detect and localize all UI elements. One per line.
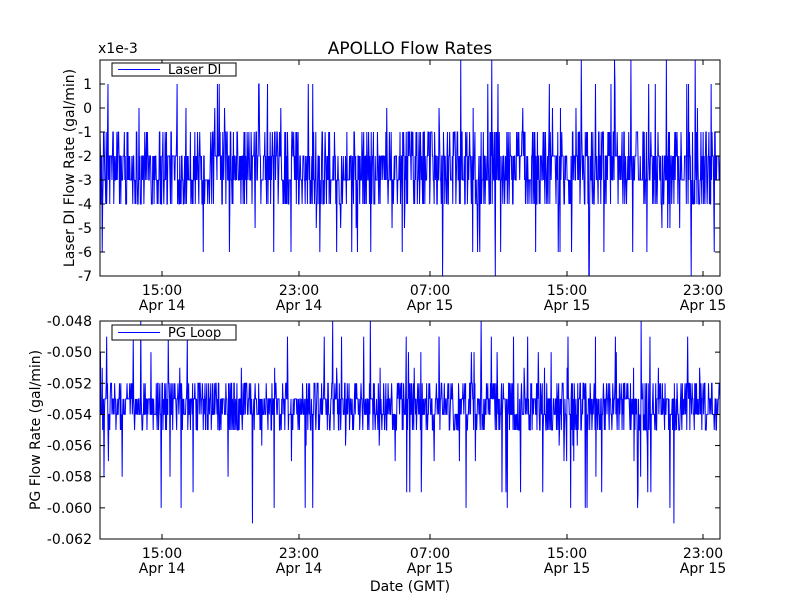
y-tick-label: -1 [78, 125, 92, 141]
x-tick-label-time: 23:00 [279, 283, 319, 299]
laser-di-legend-label: Laser DI [168, 63, 221, 78]
y-tick-label: -7 [78, 269, 92, 285]
y-tick-label: -4 [78, 197, 92, 213]
pg-loop-y-ticks: -0.048 -0.050 -0.052 -0.054 -0.056 -0.058 -0.0… [47, 314, 720, 548]
pg-loop-plot-frame [99, 320, 721, 540]
pg-loop-legend-box [111, 324, 237, 341]
x-tick-label-time: 07:00 [410, 283, 450, 299]
y-tick-label: -0.048 [47, 314, 92, 330]
x-tick-label-time: 15:00 [547, 546, 587, 562]
laser-di-plot-frame [99, 59, 721, 277]
pg-loop-legend-label: PG Loop [168, 326, 221, 341]
pg-loop-series-line [100, 321, 720, 524]
y-tick-label: -0.058 [47, 470, 92, 486]
laser-di-y-multiplier: x1e-3 [98, 41, 138, 57]
y-tick-label: -2 [78, 149, 92, 165]
x-tick-label-date: Apr 15 [680, 298, 726, 314]
y-tick-label: -0.052 [47, 376, 92, 392]
y-tick-label: -0.060 [47, 501, 92, 517]
y-tick-label: -5 [78, 221, 92, 237]
series-path [100, 321, 720, 524]
pg-loop-y-axis-label: PG Flow Rate (gal/min) [28, 350, 44, 510]
laser-di-legend: Laser DI [111, 62, 237, 78]
y-tick-label: 1 [83, 77, 92, 93]
x-axis-label: Date (GMT) [370, 579, 450, 595]
y-tick-label: -0.056 [47, 439, 92, 455]
y-tick-label: 0 [83, 101, 92, 117]
pg-loop-legend: PG Loop [111, 324, 237, 341]
x-tick-label-time: 15:00 [142, 546, 182, 562]
pg-loop-panel: -0.048 -0.050 -0.052 -0.054 -0.056 -0.058 -0.0… [28, 314, 726, 577]
x-tick-label-date: Apr 14 [139, 298, 186, 314]
y-tick-label: -6 [78, 245, 92, 261]
laser-di-series-line [100, 60, 720, 276]
laser-di-y-ticks: 1 0 -1 -2 -3 -4 -5 -6 -7 [78, 77, 720, 285]
x-tick-label-date: Apr 15 [680, 561, 726, 577]
series-path [100, 60, 720, 276]
y-tick-label: -0.062 [47, 532, 92, 548]
y-tick-label: -0.054 [47, 407, 92, 423]
x-tick-label-time: 07:00 [410, 546, 450, 562]
x-tick-label-date: Apr 15 [544, 298, 590, 314]
x-tick-label-date: Apr 15 [544, 561, 590, 577]
x-tick-label-date: Apr 14 [139, 561, 186, 577]
x-tick-label-date: Apr 14 [276, 561, 323, 577]
laser-di-legend-box [111, 62, 237, 77]
x-tick-label-time: 15:00 [547, 283, 587, 299]
x-tick-label-time: 23:00 [683, 283, 723, 299]
x-tick-label-date: Apr 15 [407, 561, 453, 577]
figure-title: APOLLO Flow Rates [328, 39, 493, 59]
y-tick-label: -0.050 [47, 345, 92, 361]
x-tick-label-date: Apr 14 [276, 298, 323, 314]
x-tick-label-time: 23:00 [279, 546, 319, 562]
x-tick-label-date: Apr 15 [407, 298, 453, 314]
x-tick-label-time: 15:00 [142, 283, 182, 299]
y-tick-label: -3 [78, 173, 92, 189]
laser-di-y-axis-label: Laser DI Flow Rate (gal/min) [62, 69, 78, 267]
x-tick-label-time: 23:00 [683, 546, 723, 562]
